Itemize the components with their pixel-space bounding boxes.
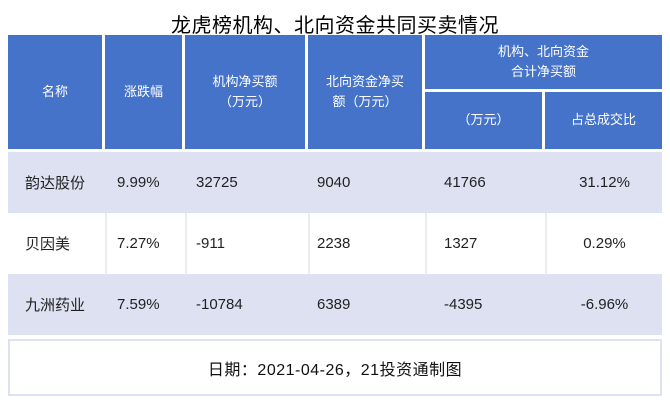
header-northbound-net-buy: 北向资金净买 额（万元） <box>308 35 425 149</box>
cell-combined-ratio: 31.12% <box>579 174 630 191</box>
cell-stock-name: 九洲药业 <box>25 297 86 314</box>
cell-institution-net-buy: -10784 <box>196 296 243 313</box>
cell-change-pct: 7.27% <box>105 213 185 274</box>
cell-stock-name: 韵达股份 <box>25 175 86 192</box>
table-row: 贝因美 7.27% -911 2238 1327 0.29% <box>8 213 662 274</box>
cell-institution-net-buy: 32725 <box>196 174 238 191</box>
table-row: 韵达股份 9.99% 32725 9040 41766 31.12% <box>8 152 662 213</box>
header-combined-group-label: 机构、北向资金 合计净买额 <box>425 35 662 92</box>
header-combined-subrow: （万元） 占总成交比 <box>425 92 662 149</box>
cell-change-pct: 9.99% <box>117 174 160 191</box>
cell-northbound-net-buy: 9040 <box>317 174 351 191</box>
cell-combined-amount: 1327 <box>425 213 545 274</box>
footer-note: 日期：2021-04-26，21投资通制图 <box>8 339 662 396</box>
header-name: 名称 <box>8 35 105 149</box>
table-header-row: 名称 涨跌幅 机构净买额 （万元） 北向资金净买 额（万元） 机构、北向资金 合… <box>8 35 662 149</box>
header-combined-group: 机构、北向资金 合计净买额 （万元） 占总成交比 <box>425 35 662 149</box>
figure-title: 龙虎榜机构、北向资金共同买卖情况 <box>171 15 499 37</box>
table-row: 九洲药业 7.59% -10784 6389 -4395 -6.96% <box>8 274 662 335</box>
header-combined-amount: （万元） <box>425 92 545 149</box>
cell-combined-amount: 41766 <box>444 174 486 191</box>
header-combined-ratio: 占总成交比 <box>545 92 662 149</box>
cell-combined-ratio: 0.29% <box>545 213 662 274</box>
cell-combined-ratio: -6.96% <box>580 296 629 313</box>
cell-northbound-net-buy: 6389 <box>317 296 351 313</box>
stocks-table: 名称 涨跌幅 机构净买额 （万元） 北向资金净买 额（万元） 机构、北向资金 合… <box>8 35 662 335</box>
cell-institution-net-buy: -911 <box>185 213 308 274</box>
cell-combined-amount: -4395 <box>444 296 483 313</box>
cell-stock-name: 贝因美 <box>25 236 71 253</box>
cell-change-pct: 7.59% <box>117 296 160 313</box>
header-institution-net-buy: 机构净买额 （万元） <box>185 35 308 149</box>
cell-northbound-net-buy: 2238 <box>308 213 425 274</box>
header-change-pct: 涨跌幅 <box>105 35 185 149</box>
footer-note-text: 日期：2021-04-26，21投资通制图 <box>207 361 463 379</box>
